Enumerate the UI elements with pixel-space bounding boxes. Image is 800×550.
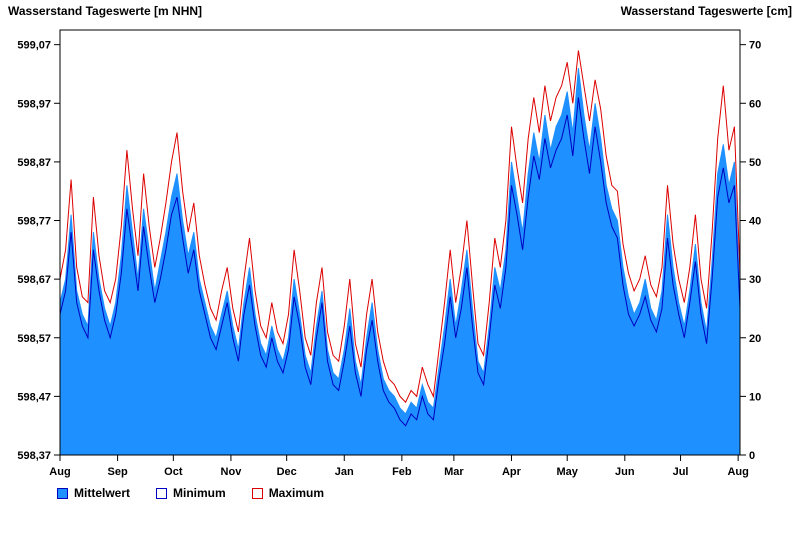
x-axis-tick-label: Jan xyxy=(335,466,354,478)
left-axis-tick-label: 599,07 xyxy=(17,40,51,52)
left-axis-tick-label: 598,77 xyxy=(17,216,51,228)
x-axis-tick-label: Oct xyxy=(164,466,183,478)
x-axis-tick-label: Sep xyxy=(108,466,128,478)
x-axis-tick-label: Apr xyxy=(502,466,522,478)
right-axis-tick-label: 30 xyxy=(749,274,761,286)
water-level-chart: 598,37 0 598,47 10 598,57 20 598,67 30 598,77 40 5… xyxy=(17,29,761,478)
left-axis-title: Wasserstand Tageswerte [m NHN] xyxy=(8,4,203,18)
legend: Mittelwert Minimum Maximum xyxy=(57,486,324,500)
left-axis-tick-label: 598,87 xyxy=(17,157,51,169)
x-axis-tick-label: May xyxy=(557,466,579,478)
x-axis-tick-label: Jul xyxy=(673,466,689,478)
right-axis-tick-label: 50 xyxy=(749,157,761,169)
right-axis-tick-label: 70 xyxy=(749,40,761,52)
right-axis-tick-label: 10 xyxy=(749,391,761,403)
right-axis-tick-label: 0 xyxy=(749,450,755,462)
x-axis-tick-label: Aug xyxy=(727,466,748,478)
right-axis-title: Wasserstand Tageswerte [cm] xyxy=(620,4,792,18)
x-axis-tick-label: Aug xyxy=(49,466,70,478)
x-axis-tick-label: Dec xyxy=(277,466,297,478)
x-axis-tick-label: Mar xyxy=(444,466,464,478)
legend-item-maximum: Maximum xyxy=(251,486,325,500)
right-axis-tick-label: 60 xyxy=(749,98,761,110)
legend-label-minimum: Minimum xyxy=(173,486,226,500)
legend-item-minimum: Minimum xyxy=(156,486,226,500)
x-axis-tick-label: Feb xyxy=(392,466,412,478)
legend-label-mittelwert: Mittelwert xyxy=(74,486,131,500)
minimum-swatch xyxy=(156,487,168,499)
left-axis-tick-label: 598,57 xyxy=(17,333,51,345)
left-axis-tick-label: 598,97 xyxy=(17,98,51,110)
right-axis-tick-label: 20 xyxy=(749,333,761,345)
maximum-line xyxy=(59,50,741,404)
right-axis-tick-label: 40 xyxy=(749,216,761,228)
maximum-swatch xyxy=(251,487,263,499)
x-axis-tick-label: Jun xyxy=(615,466,635,478)
mean-swatch xyxy=(57,487,68,499)
legend-item-mittelwert: Mittelwert xyxy=(57,486,130,500)
left-axis-tick-label: 598,67 xyxy=(17,274,51,286)
plot-border xyxy=(59,29,741,456)
left-axis-tick-label: 598,47 xyxy=(17,391,51,403)
legend-label-maximum: Maximum xyxy=(268,486,325,500)
mean-area xyxy=(59,68,741,456)
left-axis-tick-label: 598,37 xyxy=(17,450,51,462)
x-axis-tick-label: Nov xyxy=(221,466,243,478)
minimum-line xyxy=(59,97,741,427)
